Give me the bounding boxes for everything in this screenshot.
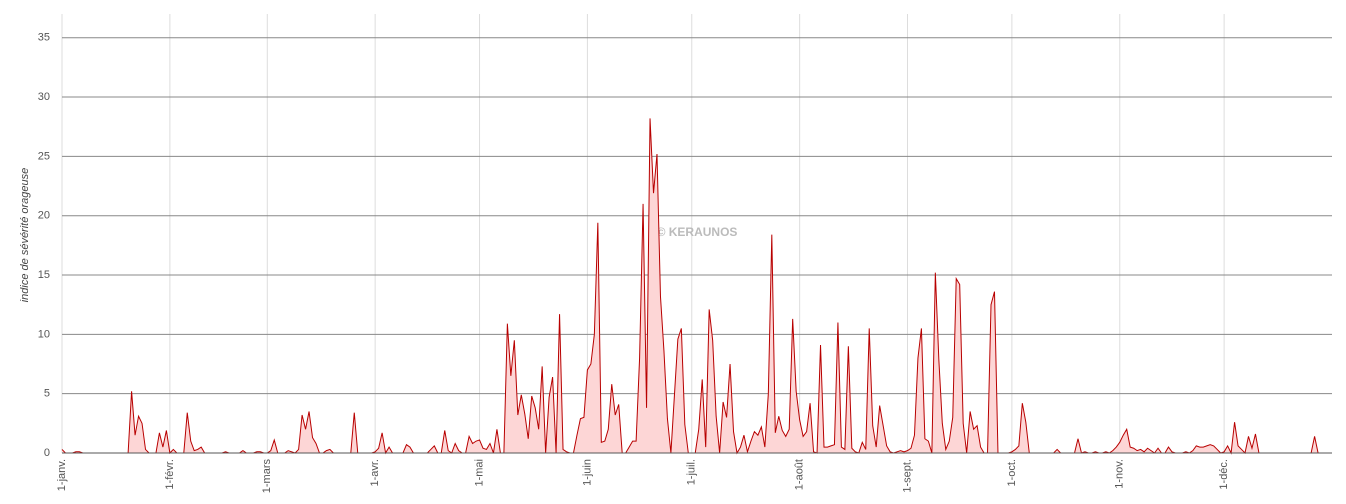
x-tick-label: 1-avr. [369,459,381,487]
y-tick-label: 15 [38,269,50,281]
x-tick-label: 1-juil. [686,459,698,485]
y-tick-label: 20 [38,210,50,222]
x-tick-label: 1-janv. [56,459,68,491]
x-tick-label: 1-sept. [901,459,913,493]
y-axis-title: indice de sévérité orageuse [19,168,31,303]
x-tick-label: 1-mai [473,459,485,487]
area-fill [62,118,1319,453]
y-tick-label: 0 [44,447,50,459]
area-line [61,118,1319,455]
x-tick-label: 1-nov. [1114,459,1126,489]
y-tick-label: 25 [38,150,50,162]
x-tick-label: 1-mars [261,459,273,494]
x-tick-label: 1-oct. [1006,459,1018,487]
y-tick-label: 30 [38,91,50,103]
x-tick-label: 1-août [794,459,806,490]
x-tick-label: 1-févr. [164,459,176,490]
y-tick-label: 35 [38,32,50,44]
y-tick-label: 5 [44,388,50,400]
y-tick-label: 10 [38,328,50,340]
watermark: © KERAUNOS [657,225,738,239]
x-tick-label: 1-déc. [1218,459,1230,490]
x-tick-label: 1-juin [581,459,593,486]
